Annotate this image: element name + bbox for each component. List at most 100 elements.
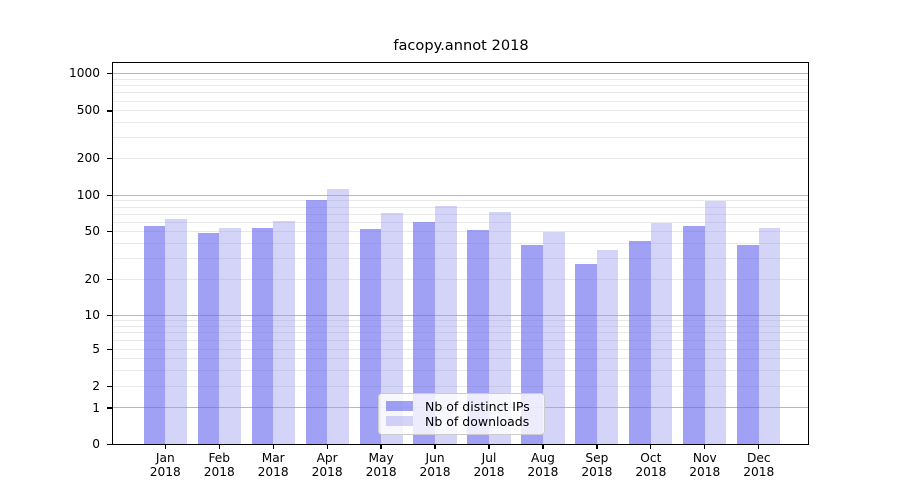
gridline-minor-90 — [113, 200, 808, 202]
x-tick-jan — [164, 444, 166, 450]
legend-label-downloads: Nb of downloads — [425, 413, 530, 429]
gridline-minor-2 — [113, 386, 808, 387]
y-tick-label-0: 0 — [92, 437, 100, 451]
gridline-minor-9 — [113, 320, 808, 322]
bar-jun-downloads — [435, 205, 457, 445]
x-tick-dec — [758, 444, 760, 450]
gridline-minor-600 — [113, 100, 808, 102]
x-tick-may — [380, 444, 382, 450]
x-tick-label-dec: Dec 2018 — [743, 451, 775, 479]
y-tick-label-50: 50 — [84, 224, 100, 238]
bar-may-distinct-ips — [359, 229, 382, 445]
legend: Nb of distinct IPs Nb of downloads — [378, 392, 545, 435]
bar-dec-distinct-ips — [737, 244, 759, 445]
chart-title: facopy.annot 2018 — [393, 37, 529, 54]
y-tick-label-20: 20 — [84, 272, 100, 287]
y-tick-1000 — [107, 72, 112, 74]
bar-sep-distinct-ips — [575, 263, 597, 445]
y-tick-100 — [107, 194, 112, 197]
bar-mar-distinct-ips — [251, 228, 274, 445]
x-tick-nov — [704, 444, 706, 450]
gridline-minor-900 — [113, 78, 808, 80]
y-tick-200 — [107, 157, 112, 160]
legend-entry-distinct-ips: Nb of distinct IPs — [386, 399, 536, 414]
bar-mar-downloads — [273, 221, 295, 445]
legend-entry-downloads: Nb of downloads — [386, 414, 536, 429]
x-tick-label-oct: Oct 2018 — [635, 451, 667, 479]
bar-sep-downloads — [596, 250, 619, 445]
x-tick-label-jan: Jan 2018 — [149, 451, 181, 479]
x-tick-label-feb: Feb 2018 — [203, 451, 235, 479]
gridline-minor-5 — [113, 349, 808, 350]
gridline-minor-500 — [113, 110, 808, 112]
x-tick-jul — [488, 444, 490, 450]
y-tick-label-1000: 1000 — [68, 65, 100, 80]
y-tick-1 — [107, 407, 112, 409]
bar-apr-downloads — [327, 188, 349, 445]
bar-feb-distinct-ips — [197, 232, 220, 445]
x-tick-label-mar: Mar 2018 — [257, 451, 289, 479]
x-tick-oct — [650, 444, 652, 450]
bar-jun-distinct-ips — [413, 222, 436, 445]
bar-apr-distinct-ips — [305, 199, 328, 445]
bar-jan-downloads — [165, 219, 187, 445]
bar-jul-distinct-ips — [467, 230, 489, 445]
x-tick-label-sep: Sep 2018 — [581, 451, 613, 479]
y-tick-label-100: 100 — [76, 188, 100, 202]
legend-swatch-distinct-ips — [386, 400, 413, 412]
bar-feb-downloads — [219, 228, 241, 445]
gridline-minor-80 — [113, 206, 808, 208]
gridline-minor-200 — [113, 158, 808, 159]
y-tick-20 — [107, 279, 112, 281]
x-tick-label-apr: Apr 2018 — [311, 451, 343, 479]
y-tick-label-1: 1 — [92, 400, 100, 415]
x-tick-apr — [326, 444, 328, 450]
bar-aug-downloads — [542, 231, 565, 445]
gridline-minor-30 — [113, 257, 808, 259]
legend-swatch-downloads — [386, 415, 413, 427]
gridline-minor-4 — [113, 358, 808, 359]
gridline-minor-6 — [113, 340, 808, 342]
x-tick-feb — [218, 444, 220, 450]
bar-jan-distinct-ips — [143, 225, 166, 445]
gridline-minor-8 — [113, 325, 808, 327]
bar-oct-downloads — [650, 222, 673, 445]
legend-label-distinct-ips: Nb of distinct IPs — [425, 398, 530, 414]
gridline-minor-40 — [113, 242, 808, 244]
gridline-major-1000 — [113, 72, 808, 74]
x-tick-aug — [542, 444, 544, 450]
bar-nov-downloads — [704, 200, 727, 445]
gridline-major-10 — [113, 314, 808, 316]
gridline-minor-60 — [113, 221, 808, 223]
x-tick-label-jun: Jun 2018 — [419, 451, 451, 479]
x-tick-mar — [272, 444, 274, 450]
x-tick-jun — [434, 444, 436, 450]
y-tick-10 — [107, 314, 112, 317]
gridline-minor-20 — [113, 279, 808, 281]
x-tick-label-nov: Nov 2018 — [689, 451, 721, 479]
x-tick-sep — [596, 444, 598, 450]
bar-jul-downloads — [489, 211, 511, 445]
x-tick-label-jul: Jul 2018 — [473, 451, 505, 479]
y-tick-label-2: 2 — [92, 379, 100, 393]
y-tick-label-5: 5 — [92, 342, 100, 356]
gridline-minor-300 — [113, 136, 808, 138]
plot-area — [112, 61, 809, 445]
bar-nov-distinct-ips — [683, 225, 705, 445]
y-tick-2 — [107, 385, 112, 388]
bar-dec-downloads — [758, 228, 781, 445]
y-tick-label-10: 10 — [84, 308, 100, 322]
gridline-minor-7 — [113, 332, 808, 334]
x-tick-label-aug: Aug 2018 — [527, 451, 559, 479]
bar-oct-distinct-ips — [629, 240, 651, 445]
y-tick-0 — [107, 443, 112, 446]
gridline-minor-70 — [113, 213, 808, 215]
gridline-minor-700 — [113, 92, 808, 94]
gridline-minor-50 — [113, 231, 808, 232]
y-tick-500 — [107, 110, 112, 112]
gridline-major-100 — [113, 194, 808, 196]
gridline-minor-3 — [113, 369, 808, 371]
bar-may-downloads — [381, 212, 403, 445]
gridline-minor-800 — [113, 84, 808, 86]
